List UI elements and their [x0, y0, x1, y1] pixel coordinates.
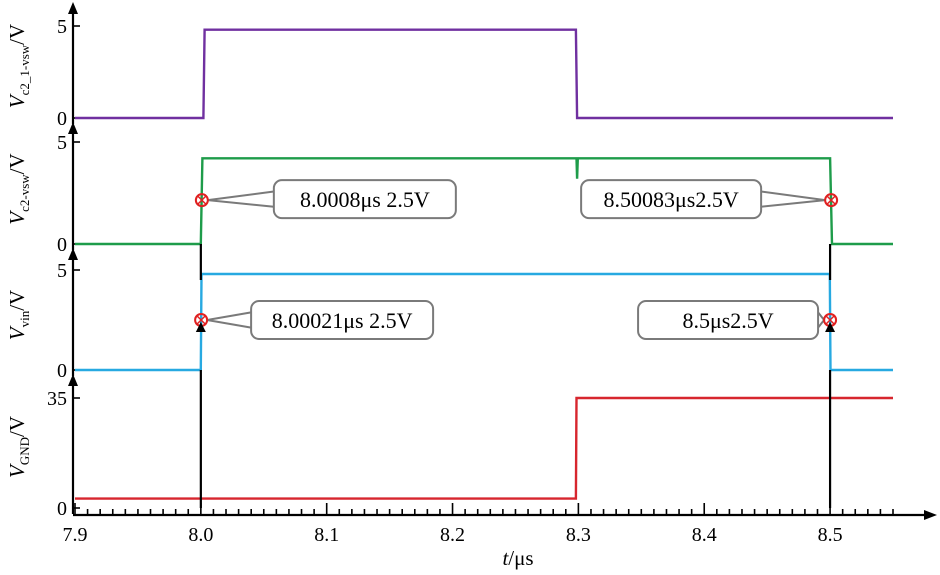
series-line-vvin: [75, 272, 893, 372]
callout-box: [580, 179, 763, 220]
panel-vc2-vsw: 0 5 Vc2-vsw/V 8.0008μs 2.5V 8.50083μs2.5V: [5, 122, 893, 256]
cursor-arrow-icon: [825, 322, 836, 332]
callout: 8.5μs2.5V: [637, 300, 838, 340]
callout-text: 8.0008μs 2.5V: [300, 187, 430, 212]
x-tick-label: 7.9: [63, 524, 88, 546]
y-tick-label: 5: [57, 132, 67, 154]
marker-cross-icon: [826, 195, 836, 205]
y-tick-label: 35: [47, 388, 67, 410]
callout: 8.50083μs2.5V: [580, 179, 839, 220]
y-tick-label: 0: [57, 234, 67, 256]
y-axis-arrow-icon: [68, 374, 78, 386]
y-axis-label: Vc2-vsw/V: [5, 153, 32, 224]
x-tick-label: 8.0: [188, 524, 213, 546]
series-line-vgnd: [75, 396, 893, 500]
x-tick-label: 8.2: [440, 524, 465, 546]
panel-vvin: 0 5 Vvin/V 8.00021μs 2.5V 8.5μs2.5V: [5, 248, 893, 382]
series-line-vc2-1-vsw: [75, 28, 893, 120]
callout: 8.00021μs 2.5V: [194, 300, 435, 340]
x-axis: 7.9 8.0 8.1 8.2 8.3 8.4 8.5 t/μs: [63, 503, 937, 570]
y-axis-label: VGND/V: [5, 416, 32, 478]
callout-pointer: [207, 190, 274, 208]
y-tick-label: 0: [57, 108, 67, 130]
callout-pointer: [206, 311, 252, 329]
y-axis-arrow-icon: [68, 122, 78, 134]
y-tick-label: 5: [57, 16, 67, 38]
callout-box: [637, 300, 820, 340]
marker-cross-icon: [197, 195, 207, 205]
callout-pointer: [760, 190, 826, 208]
marker-cross-icon: [825, 315, 835, 325]
y-axis-arrow-icon: [68, 2, 78, 14]
y-tick-label: 5: [57, 260, 67, 282]
marker-circle-icon: [194, 193, 209, 208]
callout-text: 8.5μs2.5V: [682, 308, 773, 333]
callout-text: 8.00021μs 2.5V: [272, 308, 413, 333]
panel-vgnd: 0 35 VGND/V: [5, 374, 893, 520]
callout-text: 8.50083μs2.5V: [603, 187, 738, 212]
y-tick-label: 0: [57, 498, 67, 520]
cursor-arrow-icon: [195, 322, 206, 332]
x-axis-label: t/μs: [502, 546, 533, 570]
x-tick-label: 8.3: [566, 524, 591, 546]
marker-cross-icon: [196, 315, 206, 325]
series-line-vc2-vsw: [75, 157, 893, 246]
x-tick-label: 8.5: [818, 524, 843, 546]
callout-box: [272, 179, 457, 220]
y-axis-arrow-icon: [68, 248, 78, 260]
y-tick-label: 0: [57, 360, 67, 382]
panel-vc2-1-vsw: 0 5 Vc2_1-vsw/V: [5, 2, 893, 130]
y-axis-label: Vc2_1-vsw/V: [5, 24, 32, 108]
callout-box: [250, 300, 435, 340]
marker-circle-icon: [824, 193, 839, 208]
x-axis-arrow-icon: [924, 510, 937, 520]
x-tick-label: 8.1: [314, 524, 339, 546]
x-tick-label: 8.4: [692, 524, 717, 546]
y-axis-label: Vvin/V: [5, 290, 32, 340]
callout: 8.0008μs 2.5V: [194, 179, 457, 220]
